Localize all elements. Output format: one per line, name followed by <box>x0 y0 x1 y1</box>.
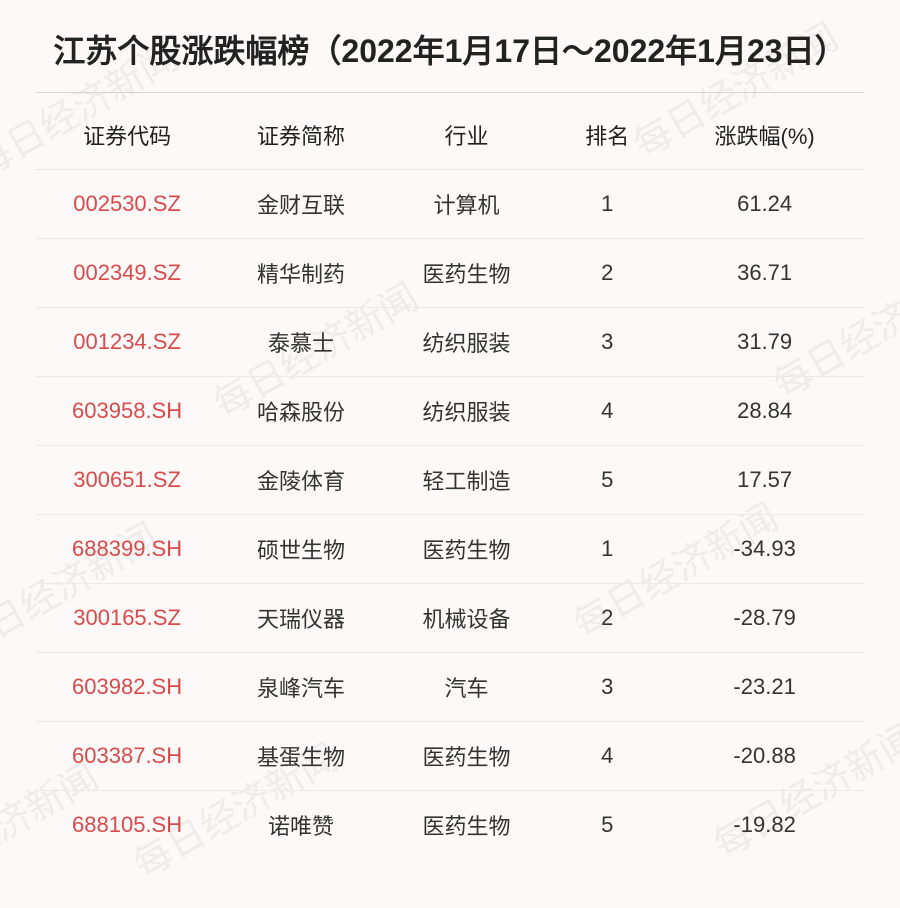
cell-industry: 纺织服装 <box>384 308 550 377</box>
cell-industry: 医药生物 <box>384 515 550 584</box>
cell-code: 603958.SH <box>36 377 218 446</box>
cell-name: 硕世生物 <box>218 515 384 584</box>
cell-code: 002530.SZ <box>36 170 218 239</box>
cell-pct: -28.79 <box>665 584 864 653</box>
cell-rank: 4 <box>549 377 665 446</box>
col-pct: 涨跌幅(%) <box>665 101 864 170</box>
cell-name: 哈森股份 <box>218 377 384 446</box>
cell-rank: 1 <box>549 170 665 239</box>
cell-code: 300651.SZ <box>36 446 218 515</box>
table-row: 001234.SZ泰慕士纺织服装331.79 <box>36 308 864 377</box>
cell-rank: 1 <box>549 515 665 584</box>
cell-pct: 31.79 <box>665 308 864 377</box>
col-rank: 排名 <box>549 101 665 170</box>
cell-pct: 36.71 <box>665 239 864 308</box>
cell-industry: 医药生物 <box>384 239 550 308</box>
table-header-row: 证券代码 证券简称 行业 排名 涨跌幅(%) <box>36 101 864 170</box>
col-name: 证券简称 <box>218 101 384 170</box>
cell-industry: 机械设备 <box>384 584 550 653</box>
cell-code: 603982.SH <box>36 653 218 722</box>
cell-code: 688399.SH <box>36 515 218 584</box>
cell-code: 300165.SZ <box>36 584 218 653</box>
cell-pct: 61.24 <box>665 170 864 239</box>
cell-name: 泉峰汽车 <box>218 653 384 722</box>
cell-pct: 28.84 <box>665 377 864 446</box>
cell-rank: 5 <box>549 791 665 860</box>
cell-pct: -23.21 <box>665 653 864 722</box>
cell-name: 金陵体育 <box>218 446 384 515</box>
table-row: 002349.SZ精华制药医药生物236.71 <box>36 239 864 308</box>
cell-industry: 纺织服装 <box>384 377 550 446</box>
cell-code: 001234.SZ <box>36 308 218 377</box>
table-row: 603958.SH哈森股份纺织服装428.84 <box>36 377 864 446</box>
cell-pct: -19.82 <box>665 791 864 860</box>
table-row: 603982.SH泉峰汽车汽车3-23.21 <box>36 653 864 722</box>
cell-name: 精华制药 <box>218 239 384 308</box>
cell-industry: 医药生物 <box>384 791 550 860</box>
table-row: 688105.SH诺唯赞医药生物5-19.82 <box>36 791 864 860</box>
cell-pct: -34.93 <box>665 515 864 584</box>
cell-rank: 5 <box>549 446 665 515</box>
cell-industry: 汽车 <box>384 653 550 722</box>
page-title: 江苏个股涨跌幅榜（2022年1月17日～2022年1月23日） <box>36 28 864 74</box>
cell-code: 002349.SZ <box>36 239 218 308</box>
table-row: 300165.SZ天瑞仪器机械设备2-28.79 <box>36 584 864 653</box>
cell-rank: 4 <box>549 722 665 791</box>
cell-name: 泰慕士 <box>218 308 384 377</box>
col-code: 证券代码 <box>36 101 218 170</box>
table-row: 688399.SH硕世生物医药生物1-34.93 <box>36 515 864 584</box>
cell-name: 诺唯赞 <box>218 791 384 860</box>
cell-pct: 17.57 <box>665 446 864 515</box>
table-row: 002530.SZ金财互联计算机161.24 <box>36 170 864 239</box>
cell-code: 688105.SH <box>36 791 218 860</box>
cell-rank: 3 <box>549 308 665 377</box>
cell-rank: 2 <box>549 239 665 308</box>
cell-industry: 计算机 <box>384 170 550 239</box>
cell-pct: -20.88 <box>665 722 864 791</box>
cell-name: 天瑞仪器 <box>218 584 384 653</box>
table-row: 603387.SH基蛋生物医药生物4-20.88 <box>36 722 864 791</box>
cell-industry: 轻工制造 <box>384 446 550 515</box>
stock-table: 证券代码 证券简称 行业 排名 涨跌幅(%) 002530.SZ金财互联计算机1… <box>36 101 864 859</box>
table-row: 300651.SZ金陵体育轻工制造517.57 <box>36 446 864 515</box>
cell-rank: 2 <box>549 584 665 653</box>
cell-code: 603387.SH <box>36 722 218 791</box>
col-industry: 行业 <box>384 101 550 170</box>
cell-rank: 3 <box>549 653 665 722</box>
cell-industry: 医药生物 <box>384 722 550 791</box>
cell-name: 金财互联 <box>218 170 384 239</box>
title-divider <box>36 92 864 93</box>
cell-name: 基蛋生物 <box>218 722 384 791</box>
